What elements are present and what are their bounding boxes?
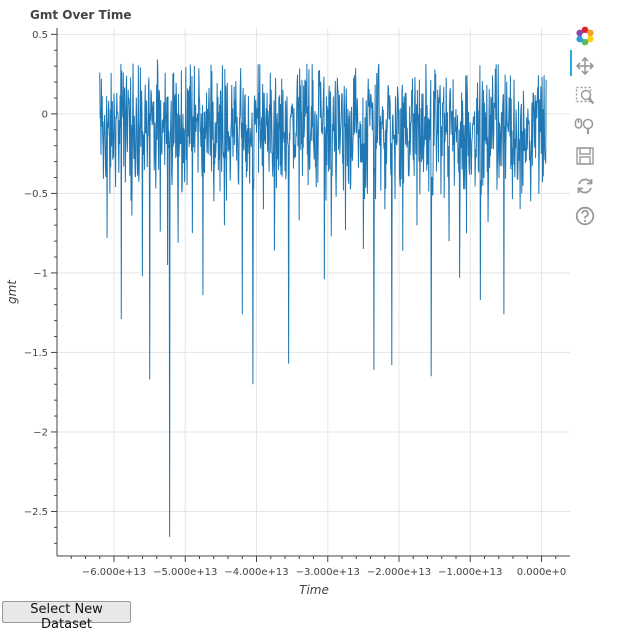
pan-icon[interactable] [574,55,596,77]
y-tick-label: 0 [42,109,48,120]
bokeh-logo-icon[interactable] [574,25,596,47]
x-tick-label: −5.000e+13 [153,567,217,578]
x-tick-label: −1.000e+13 [438,567,502,578]
y-tick-label: 0.5 [32,30,48,41]
y-axis-label: gmt [5,279,19,304]
y-tick-label: −2 [33,427,48,438]
x-axis-label: Time [299,583,329,597]
x-tick-label: −3.000e+13 [296,567,360,578]
x-tick-label: −4.000e+13 [224,567,288,578]
y-tick-label: −1 [33,268,48,279]
wheel-zoom-icon[interactable] [574,115,596,137]
y-tick-label: −0.5 [24,189,48,200]
x-tick-label: −6.000e+13 [82,567,146,578]
select-new-dataset-button[interactable]: Select New Dataset [2,601,131,632]
reset-icon[interactable] [574,175,596,197]
x-tick-label: −2.000e+13 [367,567,431,578]
y-tick-label: −2.5 [24,507,48,518]
chart[interactable]: Gmt Over Time 0.5 0 −0.5 −1 −1.5 −2 −2.5 −6.00… [0,0,629,600]
active-tool-indicator [570,50,572,76]
save-icon[interactable] [574,145,596,167]
gmt-series-line [99,59,547,537]
y-axis: 0.5 0 −0.5 −1 −1.5 −2 −2.5 [24,28,58,556]
y-tick-label: −1.5 [24,348,48,359]
chart-title: Gmt Over Time [30,8,131,22]
series-line-layer [99,59,547,537]
x-tick-label: 0.000e+0 [517,567,567,578]
box-zoom-icon[interactable] [574,85,596,107]
help-icon[interactable] [574,205,596,227]
x-axis: −6.000e+13 −5.000e+13 −4.000e+13 −3.000e+13… [57,555,570,578]
